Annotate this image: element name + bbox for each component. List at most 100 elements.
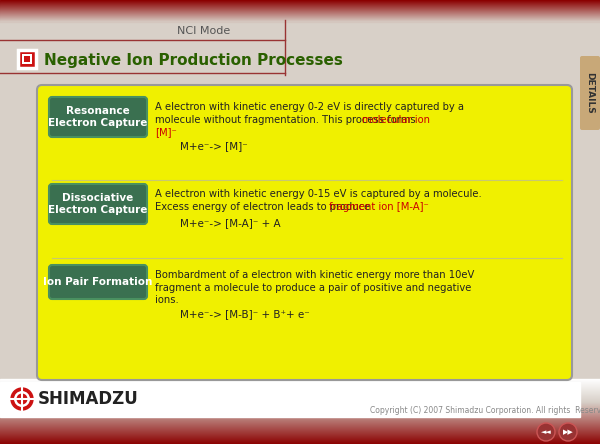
- Bar: [0, 418, 600, 419]
- Bar: [0, 435, 600, 436]
- Bar: [0, 433, 600, 434]
- Bar: [0, 442, 600, 443]
- Text: A electron with kinetic energy 0-15 eV is captured by a molecule.: A electron with kinetic energy 0-15 eV i…: [155, 189, 482, 199]
- Bar: [0, 19, 600, 20]
- Text: M+e⁻-> [M-A]⁻ + A: M+e⁻-> [M-A]⁻ + A: [180, 218, 281, 228]
- Bar: [0, 6, 600, 7]
- Text: ◄◄: ◄◄: [541, 429, 551, 436]
- Bar: [0, 422, 600, 423]
- Bar: [0, 4, 600, 5]
- Bar: [0, 382, 580, 417]
- Circle shape: [14, 391, 30, 407]
- Text: Resonance
Electron Capture: Resonance Electron Capture: [49, 106, 148, 128]
- Bar: [0, 0, 600, 1]
- Bar: [0, 413, 600, 414]
- Text: Bombardment of a electron with kinetic energy more than 10eV: Bombardment of a electron with kinetic e…: [155, 270, 475, 280]
- Bar: [0, 431, 600, 432]
- Bar: [0, 379, 600, 380]
- Text: fragment ion [M-A]⁻: fragment ion [M-A]⁻: [329, 202, 429, 211]
- Bar: [0, 434, 600, 435]
- Bar: [0, 1, 600, 2]
- Bar: [0, 3, 600, 4]
- Bar: [0, 13, 600, 14]
- Bar: [0, 389, 600, 390]
- Text: Negative Ion Production Processes: Negative Ion Production Processes: [44, 53, 343, 68]
- Bar: [0, 2, 600, 3]
- Bar: [0, 11, 600, 12]
- Bar: [0, 399, 600, 400]
- Bar: [0, 421, 600, 422]
- Text: Dissociative
Electron Capture: Dissociative Electron Capture: [49, 193, 148, 215]
- Bar: [0, 406, 600, 407]
- Bar: [0, 408, 600, 409]
- Text: molecule without fragmentation. This process forms: molecule without fragmentation. This pro…: [155, 115, 419, 124]
- Bar: [0, 381, 600, 382]
- FancyBboxPatch shape: [37, 85, 572, 380]
- Bar: [0, 411, 600, 412]
- Bar: [0, 405, 600, 406]
- FancyBboxPatch shape: [49, 265, 147, 299]
- Bar: [0, 417, 600, 418]
- Text: A electron with kinetic energy 0-2 eV is directly captured by a: A electron with kinetic energy 0-2 eV is…: [155, 102, 464, 112]
- Bar: [18, 50, 36, 68]
- Bar: [0, 391, 600, 392]
- Bar: [0, 393, 600, 394]
- Circle shape: [17, 393, 28, 404]
- Bar: [0, 407, 600, 408]
- Bar: [0, 414, 600, 415]
- Bar: [0, 14, 600, 15]
- Bar: [0, 416, 600, 417]
- Bar: [0, 390, 600, 391]
- Bar: [0, 20, 600, 21]
- FancyBboxPatch shape: [49, 97, 147, 137]
- Bar: [0, 392, 600, 393]
- Bar: [0, 424, 600, 425]
- Text: SHIMADZU: SHIMADZU: [38, 390, 139, 408]
- Bar: [0, 412, 600, 413]
- Bar: [0, 420, 600, 421]
- Bar: [0, 395, 600, 396]
- Bar: [0, 419, 600, 420]
- Bar: [0, 402, 600, 403]
- Bar: [0, 396, 600, 397]
- Bar: [0, 409, 600, 410]
- Bar: [0, 8, 600, 9]
- Bar: [22, 54, 32, 64]
- Bar: [0, 16, 600, 17]
- Bar: [0, 15, 600, 16]
- Text: fragment a molecule to produce a pair of positive and negative: fragment a molecule to produce a pair of…: [155, 282, 472, 293]
- Bar: [0, 394, 600, 395]
- Circle shape: [11, 388, 33, 410]
- Bar: [0, 403, 600, 404]
- Bar: [0, 5, 600, 6]
- Bar: [0, 383, 600, 384]
- Text: NCI Mode: NCI Mode: [177, 26, 230, 36]
- Bar: [0, 437, 600, 438]
- Bar: [0, 441, 600, 442]
- Bar: [0, 436, 600, 437]
- Bar: [0, 388, 600, 389]
- Bar: [0, 410, 600, 411]
- Bar: [0, 387, 600, 388]
- Bar: [0, 17, 600, 18]
- Text: M+e⁻-> [M-B]⁻ + B⁺+ e⁻: M+e⁻-> [M-B]⁻ + B⁺+ e⁻: [180, 309, 310, 320]
- Bar: [0, 397, 600, 398]
- Bar: [0, 380, 600, 381]
- Bar: [0, 429, 600, 430]
- Bar: [0, 415, 600, 416]
- Bar: [0, 18, 600, 19]
- Bar: [0, 21, 600, 22]
- Bar: [0, 386, 600, 387]
- Bar: [0, 443, 600, 444]
- Bar: [0, 428, 600, 429]
- Bar: [0, 430, 600, 431]
- Bar: [0, 384, 600, 385]
- Bar: [0, 439, 600, 440]
- Bar: [0, 423, 600, 424]
- Bar: [0, 22, 600, 379]
- Bar: [0, 438, 600, 439]
- Text: M+e⁻-> [M]⁻: M+e⁻-> [M]⁻: [180, 142, 248, 151]
- Text: ▶▶: ▶▶: [563, 429, 574, 436]
- Bar: [0, 9, 600, 10]
- Bar: [0, 12, 600, 13]
